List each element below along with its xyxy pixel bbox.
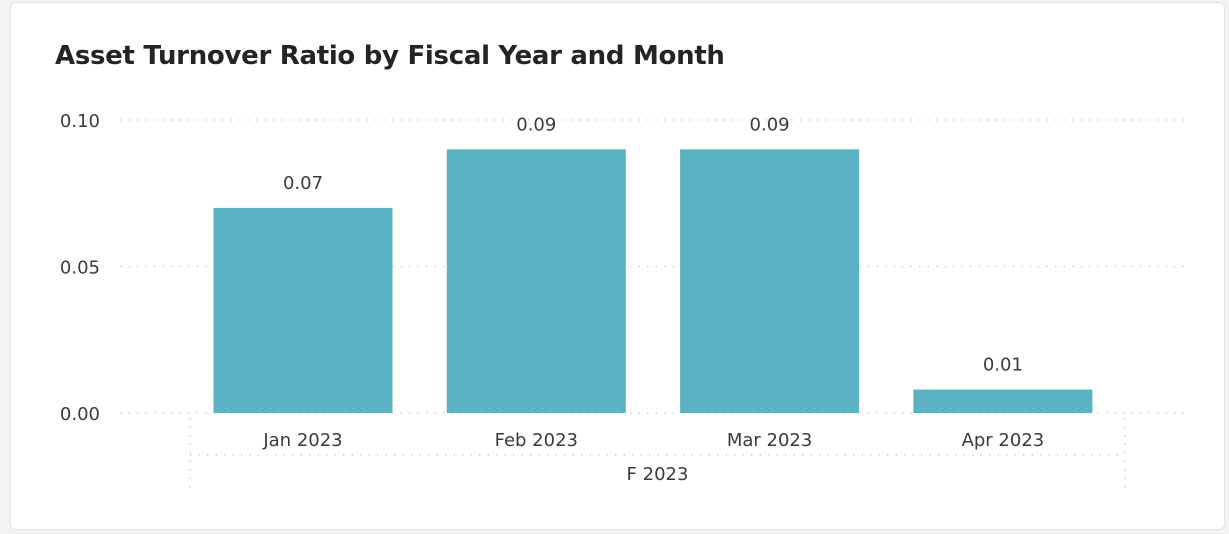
data-label: 0.09 <box>750 114 790 135</box>
y-tick-label: 0.10 <box>60 111 100 132</box>
y-tick-label: 0.05 <box>60 258 100 279</box>
x-tick-label: Apr 2023 <box>962 430 1045 451</box>
y-tick-label: 0.00 <box>60 404 100 425</box>
x-group-label: F 2023 <box>627 464 689 485</box>
bar <box>446 149 626 414</box>
x-tick-label: Jan 2023 <box>262 430 342 451</box>
x-tick-label: Feb 2023 <box>495 430 578 451</box>
chart-title: Asset Turnover Ratio by Fiscal Year and … <box>55 41 725 71</box>
data-label: 0.01 <box>983 355 1023 376</box>
data-label: 0.09 <box>516 114 556 135</box>
bar <box>913 389 1093 413</box>
bar <box>213 207 393 413</box>
data-label: 0.07 <box>283 173 323 194</box>
x-tick-label: Mar 2023 <box>727 430 813 451</box>
bar <box>680 149 860 414</box>
